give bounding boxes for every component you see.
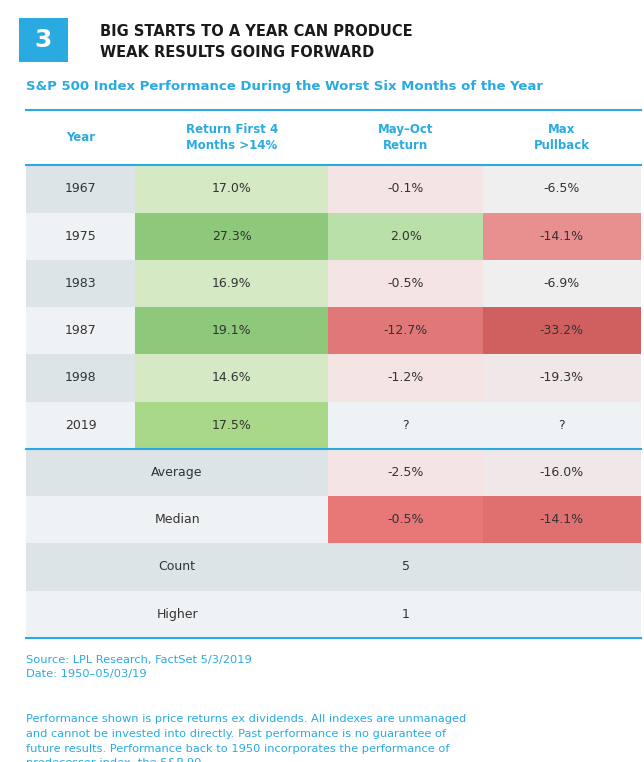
Text: -14.1%: -14.1% [540, 513, 584, 527]
Bar [328, 543, 483, 591]
Bar [26, 165, 135, 213]
Bar [483, 449, 641, 496]
Text: -0.5%: -0.5% [388, 277, 424, 290]
Bar [135, 543, 328, 591]
Bar [483, 402, 641, 449]
Bar [26, 402, 135, 449]
Text: 2019: 2019 [64, 418, 97, 432]
Bar [328, 260, 483, 307]
Bar [26, 213, 135, 260]
Bar [26, 260, 135, 307]
Text: 19.1%: 19.1% [212, 324, 252, 338]
Bar [328, 402, 483, 449]
Bar [135, 496, 328, 543]
Text: 1983: 1983 [64, 277, 97, 290]
Bar [26, 543, 135, 591]
Bar [135, 591, 328, 638]
Text: Count: Count [158, 560, 196, 574]
Text: 3: 3 [35, 28, 52, 53]
Bar [26, 591, 135, 638]
Text: Higher: Higher [156, 607, 198, 621]
Text: 17.0%: 17.0% [212, 182, 252, 196]
Text: 16.9%: 16.9% [212, 277, 252, 290]
Bar [328, 354, 483, 402]
Text: S&P 500 Index Performance During the Worst Six Months of the Year: S&P 500 Index Performance During the Wor… [26, 80, 543, 93]
Text: -0.1%: -0.1% [388, 182, 424, 196]
Text: -0.5%: -0.5% [388, 513, 424, 527]
Text: Performance shown is price returns ex dividends. All indexes are unmanaged
and c: Performance shown is price returns ex di… [26, 714, 466, 762]
Bar [26, 449, 135, 496]
Text: -16.0%: -16.0% [540, 466, 584, 479]
Bar [483, 213, 641, 260]
Bar [328, 213, 483, 260]
Bar [328, 165, 483, 213]
Bar [483, 496, 641, 543]
Bar [483, 307, 641, 354]
Bar [26, 354, 135, 402]
Text: May–Oct
Return: May–Oct Return [378, 123, 433, 152]
Bar [483, 591, 641, 638]
Text: -33.2%: -33.2% [540, 324, 584, 338]
Bar [135, 307, 328, 354]
Text: -12.7%: -12.7% [384, 324, 428, 338]
Text: -6.5%: -6.5% [544, 182, 580, 196]
Text: Year: Year [66, 131, 95, 145]
Bar [483, 543, 641, 591]
Text: 1: 1 [402, 607, 410, 621]
Text: 2.0%: 2.0% [390, 229, 422, 243]
Text: 17.5%: 17.5% [212, 418, 252, 432]
Text: -6.9%: -6.9% [544, 277, 580, 290]
Bar [26, 496, 135, 543]
Bar [328, 591, 483, 638]
Bar [328, 496, 483, 543]
Bar [19, 18, 68, 62]
Text: BIG STARTS TO A YEAR CAN PRODUCE
WEAK RESULTS GOING FORWARD: BIG STARTS TO A YEAR CAN PRODUCE WEAK RE… [100, 24, 412, 59]
Bar [135, 165, 328, 213]
Text: 1998: 1998 [64, 371, 97, 385]
Bar [328, 449, 483, 496]
Bar [483, 354, 641, 402]
Bar [135, 354, 328, 402]
Text: ?: ? [558, 418, 565, 432]
Text: -1.2%: -1.2% [388, 371, 424, 385]
Text: 1967: 1967 [64, 182, 97, 196]
Bar [135, 449, 328, 496]
Text: Median: Median [155, 513, 200, 527]
Bar [483, 165, 641, 213]
Text: Average: Average [151, 466, 203, 479]
Text: 27.3%: 27.3% [212, 229, 252, 243]
Text: Max
Pullback: Max Pullback [534, 123, 590, 152]
Text: -19.3%: -19.3% [540, 371, 584, 385]
Text: ?: ? [402, 418, 409, 432]
Bar [135, 213, 328, 260]
Text: 1975: 1975 [64, 229, 97, 243]
Bar [328, 307, 483, 354]
Text: 5: 5 [402, 560, 410, 574]
Bar [135, 402, 328, 449]
Bar [135, 260, 328, 307]
Text: 1987: 1987 [64, 324, 97, 338]
Text: -14.1%: -14.1% [540, 229, 584, 243]
Text: -2.5%: -2.5% [388, 466, 424, 479]
Bar [26, 307, 135, 354]
Bar [483, 260, 641, 307]
Text: Source: LPL Research, FactSet 5/3/2019
Date: 1950–05/03/19: Source: LPL Research, FactSet 5/3/2019 D… [26, 655, 252, 680]
Text: Return First 4
Months >14%: Return First 4 Months >14% [185, 123, 278, 152]
Text: 14.6%: 14.6% [212, 371, 252, 385]
